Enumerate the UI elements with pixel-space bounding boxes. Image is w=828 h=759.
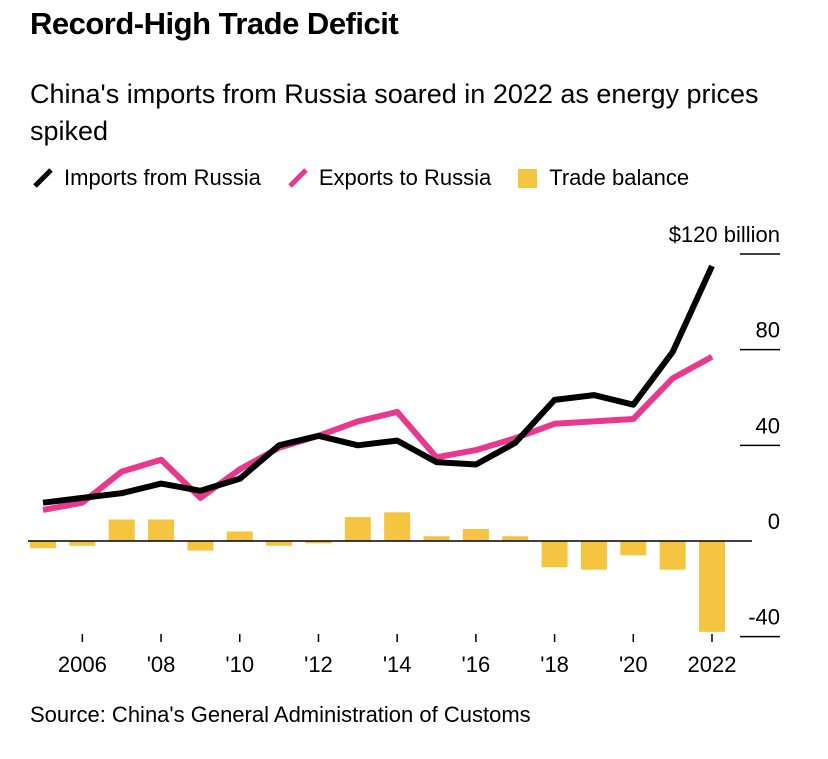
legend-bar-swatch-balance xyxy=(518,169,538,188)
trade-chart: $120 billion 80 40 0 -40 2006 '08 '10 '12 '14 '16 '… xyxy=(28,222,780,677)
legend-line-swatch-imports xyxy=(33,168,53,188)
bar-balance-2006 xyxy=(69,541,96,546)
bar-balance-2009 xyxy=(187,541,214,551)
chart-title: Record-High Trade Deficit xyxy=(30,6,399,41)
bar-balance-2022 xyxy=(699,541,725,632)
x-tick-label-5: '16 xyxy=(462,652,491,677)
source-note: Source: China's General Administration o… xyxy=(30,702,531,727)
x-tick-label-6: '18 xyxy=(540,652,569,677)
chart-subtitle: China's imports from Russia soared in 20… xyxy=(30,79,759,146)
bar-balance-2008 xyxy=(148,519,175,541)
bar-balance-2020 xyxy=(620,541,647,556)
y-tick-label-1: 80 xyxy=(756,318,780,343)
bar-balance-2019 xyxy=(580,541,607,570)
y-tick-label-0: $120 billion xyxy=(669,222,780,247)
y-tick-label-3: 0 xyxy=(768,509,780,534)
legend-line-swatch-exports xyxy=(288,168,308,188)
x-tick-label-7: '20 xyxy=(619,652,648,677)
x-tick-label-4: '14 xyxy=(383,652,412,677)
legend-item-balance: Trade balance xyxy=(517,165,689,191)
bar-balance-2021 xyxy=(659,541,686,570)
line-imports-from-russia xyxy=(42,264,715,506)
legend-item-imports: Imports from Russia xyxy=(32,165,261,191)
y-tick-label-4: -40 xyxy=(748,605,780,630)
x-tick-label-2: '10 xyxy=(225,652,254,677)
bar-balance-2016 xyxy=(462,529,489,541)
bar-balance-2010 xyxy=(226,531,253,541)
legend: Imports from Russia Exports to Russia Tr… xyxy=(32,165,715,191)
legend-label-balance: Trade balance xyxy=(549,165,690,190)
x-tick-label-3: '12 xyxy=(304,652,333,677)
legend-item-exports: Exports to Russia xyxy=(287,165,491,191)
x-tick-label-1: '08 xyxy=(147,652,176,677)
bar-balance-2012 xyxy=(305,541,332,544)
y-tick-label-2: 40 xyxy=(756,413,780,438)
bar-balance-2017 xyxy=(502,536,529,541)
legend-label-exports: Exports to Russia xyxy=(318,165,492,190)
bar-balance-2011 xyxy=(266,541,293,546)
bar-balance-2013 xyxy=(344,517,371,541)
line-exports-to-russia xyxy=(42,354,714,513)
bar-balance-2005 xyxy=(30,541,56,549)
bar-balance-2015 xyxy=(423,536,450,541)
bar-balance-2018 xyxy=(541,541,568,568)
bar-balance-2007 xyxy=(108,519,135,541)
x-tick-label-8: 2022 xyxy=(688,652,737,677)
x-tick-label-0: 2006 xyxy=(58,652,107,677)
legend-label-imports: Imports from Russia xyxy=(64,165,261,190)
bar-balance-2014 xyxy=(384,512,411,541)
